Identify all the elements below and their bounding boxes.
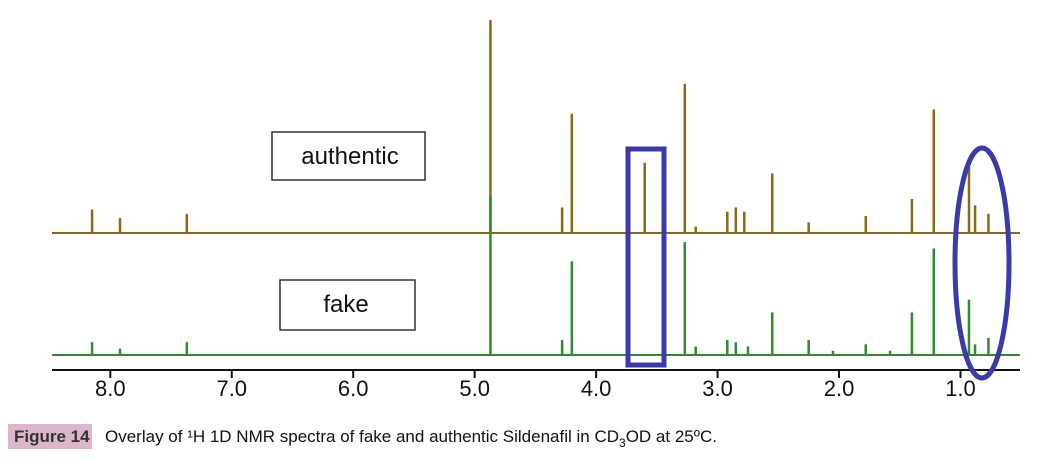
highlight-ellipse (952, 145, 1012, 381)
x-tick-label: 5.0 (459, 376, 490, 401)
caption-subscript: 3 (619, 436, 626, 450)
legend-label: authentic (301, 143, 398, 170)
legend-label: fake (323, 291, 368, 318)
figure-label-box (8, 424, 92, 449)
highlight-box (625, 146, 667, 368)
x-tick-label: 3.0 (702, 376, 733, 401)
x-tick-label: 7.0 (216, 376, 247, 401)
caption-text: OD at 25ºC. (626, 427, 717, 446)
x-tick-label: 1.0 (945, 376, 976, 401)
legend-box (279, 279, 416, 331)
legend-box (271, 131, 426, 181)
x-tick-label: 4.0 (581, 376, 612, 401)
caption-text: Overlay of ¹H 1D NMR spectra of fake and… (105, 427, 619, 446)
caption: Overlay of ¹H 1D NMR spectra of fake and… (105, 427, 717, 450)
x-tick-label: 8.0 (95, 376, 126, 401)
x-tick-label: 2.0 (824, 376, 855, 401)
plot: 8.0 7.0 6.0 5.0 4.0 3.0 2.0 1.0 (52, 20, 1020, 401)
figure-label: Figure 14 (14, 427, 90, 446)
x-tick-label: 6.0 (338, 376, 369, 401)
